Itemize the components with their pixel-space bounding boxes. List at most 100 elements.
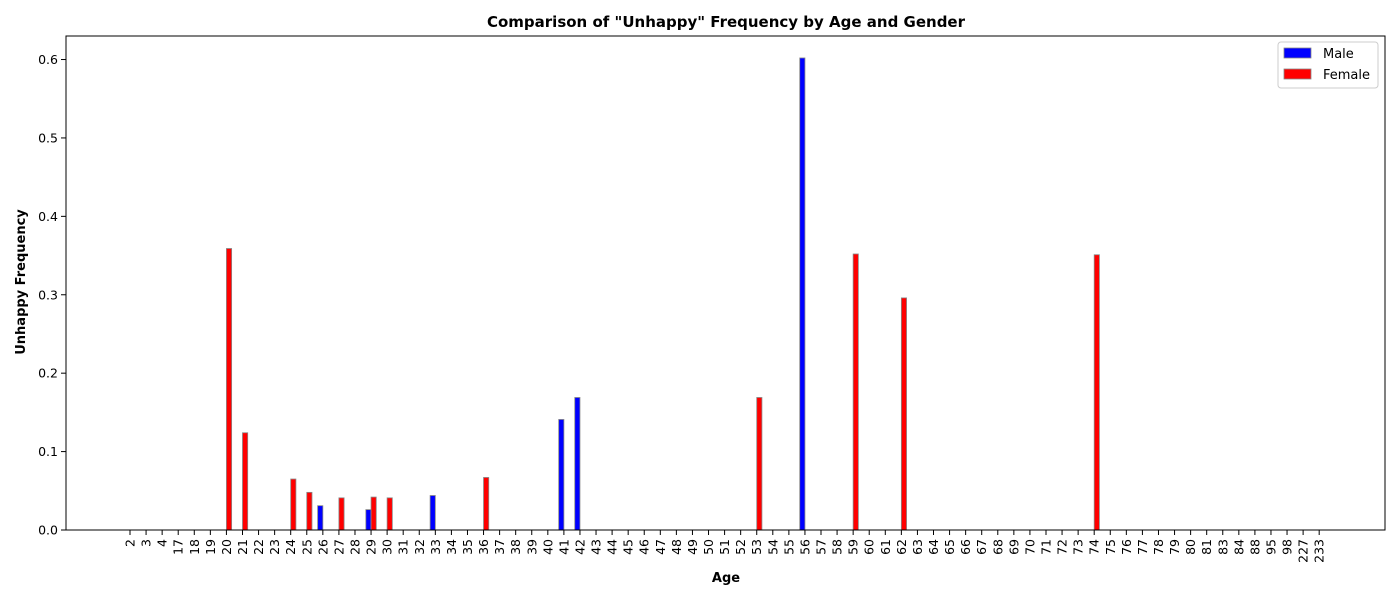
x-tick-label: 57 (814, 539, 829, 555)
bar-male-age-26 (317, 505, 324, 531)
x-tick-label: 45 (621, 539, 636, 555)
x-tick-label: 36 (476, 539, 491, 555)
x-tick-label: 4 (155, 539, 170, 547)
x-tick-label: 48 (669, 539, 684, 555)
x-tick-label: 2 (123, 539, 138, 547)
y-tick-label: 0.3 (38, 287, 58, 302)
x-tick-label: 58 (830, 539, 845, 555)
legend: Male Female (1277, 41, 1379, 89)
bar-female-age-30 (386, 497, 393, 531)
legend-label-female: Female (1323, 68, 1370, 83)
x-tick-label: 60 (862, 539, 877, 555)
x-tick-label: 71 (1038, 539, 1053, 555)
legend-swatch-male (1283, 47, 1312, 59)
x-tick-label: 20 (219, 539, 234, 555)
plot-area-frame (65, 35, 1386, 531)
x-tick-label: 35 (460, 539, 475, 555)
x-tick-label: 19 (203, 539, 218, 555)
x-tick-label: 39 (524, 539, 539, 555)
x-tick-label: 21 (235, 539, 250, 555)
x-tick-label: 233 (1312, 539, 1327, 563)
bar-female-age-29 (370, 496, 377, 531)
x-tick-label: 74 (1087, 539, 1102, 555)
x-tick-label: 72 (1055, 539, 1070, 555)
x-tick-label: 18 (187, 539, 202, 555)
x-tick-label: 75 (1103, 539, 1118, 555)
bar-female-age-27 (338, 497, 345, 531)
x-tick-label: 50 (701, 539, 716, 555)
x-tick-label: 66 (958, 539, 973, 555)
legend-swatch-female (1283, 68, 1312, 80)
x-tick-label: 51 (717, 539, 732, 555)
x-tick-label: 47 (653, 539, 668, 555)
bar-female-age-62 (900, 297, 907, 531)
x-tick-label: 53 (749, 539, 764, 555)
x-tick-label: 23 (267, 539, 282, 555)
x-tick-label: 83 (1215, 539, 1230, 555)
bar-male-age-29 (365, 509, 372, 531)
x-tick-label: 34 (444, 539, 459, 555)
x-tick-label: 56 (797, 539, 812, 555)
x-tick-label: 63 (910, 539, 925, 555)
x-tick-label: 41 (556, 539, 571, 555)
x-tick-label: 22 (251, 539, 266, 555)
bar-female-age-20 (226, 248, 233, 531)
x-tick-label: 43 (589, 539, 604, 555)
y-tick-label: 0.1 (38, 444, 58, 459)
y-tick-label: 0.4 (38, 209, 58, 224)
bar-male-age-56 (799, 57, 806, 531)
x-tick-label: 33 (428, 539, 443, 555)
x-tick-label: 27 (331, 539, 346, 555)
x-tick-label: 24 (283, 539, 298, 555)
x-tick-label: 65 (942, 539, 957, 555)
bar-male-age-33 (429, 495, 436, 531)
x-tick-label: 67 (974, 539, 989, 555)
x-tick-label: 81 (1199, 539, 1214, 555)
x-tick-label: 84 (1231, 539, 1246, 555)
x-tick-label: 79 (1167, 539, 1182, 555)
x-tick-label: 32 (412, 539, 427, 555)
bar-female-age-74 (1093, 254, 1100, 531)
chart-title: Comparison of "Unhappy" Frequency by Age… (487, 13, 966, 31)
x-tick-label: 59 (846, 539, 861, 555)
y-axis-label: Unhappy Frequency (14, 209, 29, 355)
x-tick-label: 61 (878, 539, 893, 555)
bar-female-age-25 (306, 491, 313, 531)
x-tick-label: 55 (781, 539, 796, 555)
y-tick-label: 0.6 (38, 52, 58, 67)
x-tick-label: 30 (380, 539, 395, 555)
legend-label-male: Male (1323, 47, 1354, 62)
x-tick-label: 95 (1263, 539, 1278, 555)
x-tick-label: 3 (139, 539, 154, 547)
y-tick-label: 0.2 (38, 366, 58, 381)
x-tick-label: 46 (637, 539, 652, 555)
x-tick-label: 76 (1119, 539, 1134, 555)
x-tick-label: 78 (1151, 539, 1166, 555)
x-tick-label: 77 (1135, 539, 1150, 555)
x-tick-label: 42 (572, 539, 587, 555)
x-tick-label: 64 (926, 539, 941, 555)
x-tick-label: 80 (1183, 539, 1198, 555)
x-tick-label: 98 (1280, 539, 1295, 555)
x-tick-label: 73 (1071, 539, 1086, 555)
x-tick-label: 52 (733, 539, 748, 555)
x-tick-label: 26 (315, 539, 330, 555)
x-tick-label: 31 (396, 539, 411, 555)
x-tick-label: 68 (990, 539, 1005, 555)
x-tick-label: 25 (299, 539, 314, 555)
x-tick-label: 40 (540, 539, 555, 555)
bar-female-age-59 (852, 253, 859, 531)
x-tick-label: 54 (765, 539, 780, 555)
bar-male-age-42 (574, 397, 581, 531)
bars-group (226, 57, 1100, 531)
bar-female-age-53 (756, 397, 763, 531)
bar-female-age-24 (290, 478, 297, 531)
x-tick-label: 17 (171, 539, 186, 555)
x-tick-label: 37 (492, 539, 507, 555)
x-axis-label: Age (712, 571, 740, 586)
y-tick-label: 0.0 (38, 523, 58, 538)
y-axis: 0.0 0.1 0.2 0.3 0.4 0.5 0.6 (38, 52, 66, 538)
bar-female-age-21 (242, 432, 249, 531)
x-tick-label: 70 (1022, 539, 1037, 555)
